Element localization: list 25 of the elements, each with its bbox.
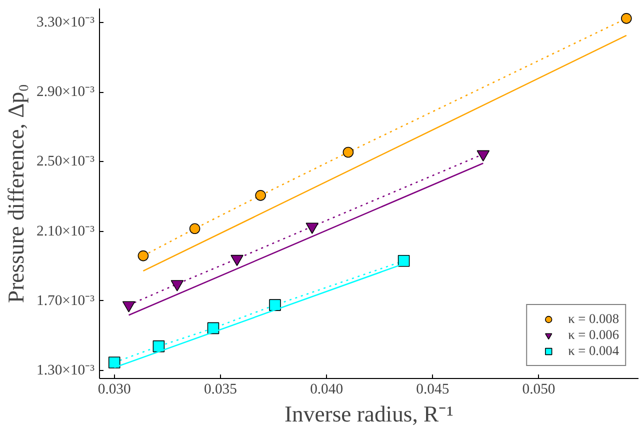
y-tick-label: 2.50×10⁻³ [36,154,96,170]
point [621,13,632,24]
y-tick-label: 1.30×10⁻³ [36,362,96,378]
x-tick-label: 0.040 [310,382,344,398]
point [189,223,200,234]
point [108,356,120,368]
x-axis-title: Inverse radius, R⁻¹ [284,402,454,426]
point [398,254,410,267]
x-tick-label: 0.035 [204,382,237,398]
legend-label: κ = 0.006 [568,327,619,343]
x-tick-label: 0.030 [98,382,131,398]
y-tick-label: 3.30×10⁻³ [36,14,96,30]
y-tick-label: 1.70×10⁻³ [36,292,96,309]
y-axis-title: Pressure difference, Δp₀ [4,84,29,303]
point [255,190,266,201]
y-tick-label: 2.10×10⁻³ [36,223,96,240]
point [342,146,354,158]
point [138,250,149,262]
point [476,150,490,162]
x-tick-label: 0.050 [522,382,556,398]
point [269,299,281,311]
legend-label: κ = 0.008 [568,311,619,327]
y-tick-label: 2.90×10⁻³ [36,84,96,100]
legend-label: κ = 0.004 [568,343,619,359]
x-tick-label: 0.045 [416,382,450,398]
